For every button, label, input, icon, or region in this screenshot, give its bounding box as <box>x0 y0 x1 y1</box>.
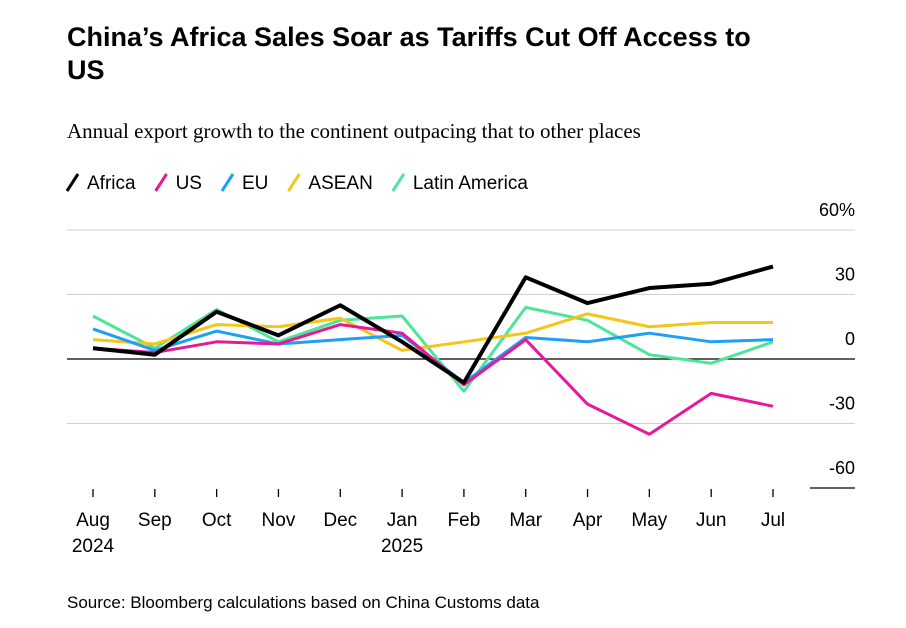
chart-subtitle: Annual export growth to the continent ou… <box>67 119 641 143</box>
series-line <box>92 305 774 393</box>
y-tick-label: 0 <box>845 329 855 349</box>
x-tick-label: Aug 2024 <box>72 510 115 557</box>
source-note: Source: Bloomberg calculations based on … <box>67 593 540 612</box>
x-tick-label: Mar <box>509 510 542 531</box>
legend-label: EU <box>242 173 268 194</box>
x-tick-label: Oct <box>202 510 232 531</box>
legend-swatch <box>65 173 80 192</box>
x-tick-label: Apr <box>573 510 603 531</box>
chart-title: China’s Africa Sales Soar as Tariffs Cut… <box>67 22 751 85</box>
legend-label: US <box>176 173 202 194</box>
legend-swatch <box>391 173 406 192</box>
x-tick-label: Dec <box>323 510 357 531</box>
series-line <box>92 323 774 436</box>
legend-swatch <box>154 173 168 192</box>
legend-swatch <box>287 173 301 192</box>
x-tick-label: Jan 2025 <box>381 510 423 557</box>
x-tick-label: Jun <box>696 510 727 531</box>
y-tick-label: 30 <box>835 265 855 285</box>
series-line <box>92 312 773 352</box>
y-tick-label: -30 <box>829 394 855 414</box>
x-tick-label: Sep <box>138 510 172 531</box>
x-tick-label: May <box>631 510 667 531</box>
series-line <box>92 264 774 385</box>
legend-label: ASEAN <box>308 173 372 194</box>
y-tick-label: 60% <box>819 200 855 220</box>
legend-label: Africa <box>87 173 136 194</box>
legend-swatch <box>220 173 235 192</box>
x-tick-label: Jul <box>761 510 785 531</box>
y-tick-label: -60 <box>829 458 855 478</box>
legend-label: Latin America <box>413 173 529 194</box>
x-tick-label: Nov <box>262 510 296 531</box>
x-tick-label: Feb <box>448 510 481 531</box>
